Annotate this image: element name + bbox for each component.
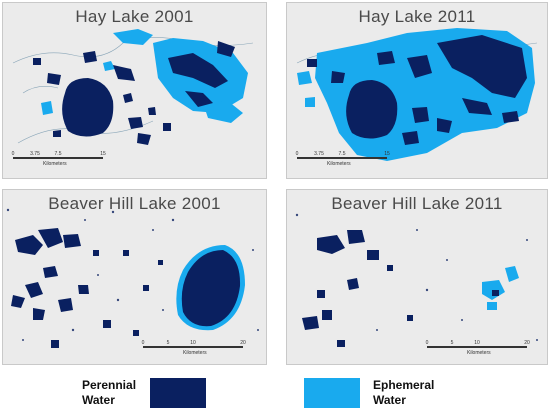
legend-line: Perennial (82, 378, 137, 392)
scale-tick: 5 (450, 340, 454, 346)
map-panel-hay-lake-2001: Hay Lake 2001 0 3.75 7.5 15 Kilometers (2, 2, 267, 179)
legend-swatch-ephemeral (304, 378, 360, 408)
scale-unit: Kilometers (183, 350, 207, 356)
scale-unit: Kilometers (43, 161, 67, 167)
legend-label-ephemeral: Ephemeral Water (373, 378, 434, 408)
scale-tick: 3.75 (314, 151, 324, 157)
scale-unit: Kilometers (327, 161, 351, 167)
perennial-water-areas (302, 230, 499, 347)
scale-bar: 0 3.75 7.5 15 Kilometers (295, 151, 397, 171)
panel-title: Hay Lake 2011 (358, 7, 476, 26)
map-panel-hay-lake-2011: Hay Lake 2011 0 3.75 7.5 15 Kilometers (286, 2, 548, 179)
hay-lake-2011-map (296, 28, 538, 161)
scale-bar: 0 5 10 20 Kilometers (425, 340, 537, 360)
scale-tick: 5 (166, 340, 170, 346)
scale-tick: 15 (384, 151, 390, 157)
panel-title: Hay Lake 2001 (75, 7, 194, 26)
panel-title: Beaver Hill Lake 2011 (331, 194, 503, 213)
map-panel-beaver-hill-lake-2001: Beaver Hill Lake 2001 0 5 10 20 Kilomete… (2, 189, 267, 365)
legend-perennial: Perennial Water (0, 370, 275, 417)
scale-tick: 0 (11, 151, 15, 157)
scale-tick: 3.75 (30, 151, 40, 157)
scale-bar: 0 5 10 20 Kilometers (141, 340, 253, 360)
perennial-water-areas (33, 41, 235, 145)
scale-tick: 0 (141, 340, 145, 346)
legend-swatch-perennial (150, 378, 206, 408)
legend-ephemeral: Ephemeral Water (275, 370, 550, 417)
hay-lake-2001-map (12, 29, 254, 145)
map-panel-beaver-hill-lake-2011: Beaver Hill Lake 2011 0 5 10 20 Kilomete… (286, 189, 548, 365)
legend-line: Ephemeral (373, 378, 435, 392)
scale-unit: Kilometers (467, 350, 491, 356)
scale-tick: 10 (474, 340, 480, 346)
scale-tick: 0 (425, 340, 429, 346)
scale-bar: 0 3.75 7.5 15 Kilometers (11, 151, 113, 171)
scale-tick: 10 (190, 340, 196, 346)
scale-tick: 20 (240, 340, 246, 346)
ephemeral-water-areas (482, 266, 519, 310)
scale-tick: 7.5 (54, 151, 62, 157)
legend-line: Water (373, 393, 406, 407)
legend-line: Water (82, 393, 115, 407)
scale-tick: 20 (524, 340, 530, 346)
panel-title: Beaver Hill Lake 2001 (48, 194, 221, 213)
beaver-hill-lake-2001-map (6, 208, 259, 348)
perennial-water-areas (307, 35, 527, 145)
scale-tick: 7.5 (338, 151, 346, 157)
beaver-hill-lake-2011-map (295, 213, 538, 347)
legend-label-perennial: Perennial Water (82, 378, 136, 408)
perennial-water-areas (11, 228, 241, 348)
scale-tick: 15 (100, 151, 106, 157)
scale-tick: 0 (295, 151, 299, 157)
